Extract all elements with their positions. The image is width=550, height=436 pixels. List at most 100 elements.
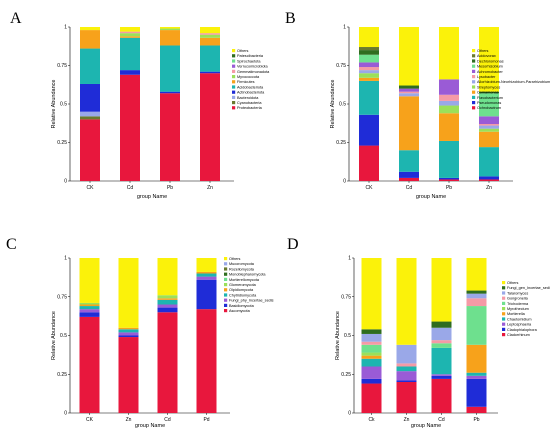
bar-segment bbox=[439, 179, 459, 181]
legend-swatch bbox=[502, 301, 506, 305]
legend-entry: Myrothecium bbox=[507, 307, 529, 311]
legend-swatch bbox=[502, 307, 506, 311]
x-axis-label: group Name bbox=[135, 423, 165, 429]
legend-swatch bbox=[232, 59, 236, 63]
bar-segment bbox=[361, 258, 382, 330]
bar-segment bbox=[120, 27, 140, 32]
panel-letter-d: D bbox=[287, 236, 299, 253]
bar-segment bbox=[196, 276, 217, 280]
bar-segment bbox=[200, 27, 220, 34]
bar-segment bbox=[466, 306, 487, 345]
legend-entry: Others bbox=[507, 281, 518, 285]
x-tick-label: Cd bbox=[164, 417, 171, 423]
legend-swatch bbox=[472, 75, 476, 79]
legend-swatch bbox=[232, 75, 236, 79]
bar-segment bbox=[200, 45, 220, 72]
legend-entry: Ochrobactrum bbox=[477, 106, 501, 110]
x-tick-label: Ck bbox=[368, 417, 375, 423]
panel-letter-a: A bbox=[10, 10, 22, 27]
y-tick-label: 0.75 bbox=[341, 294, 351, 300]
bar-segment bbox=[361, 358, 382, 367]
legend-swatch bbox=[232, 85, 236, 89]
bar-segment bbox=[359, 47, 379, 51]
bar-segment bbox=[396, 366, 417, 372]
y-tick-label: 0.25 bbox=[57, 140, 67, 146]
chart-panel-a: 0 0.25 0.5 0.75 1 Relative Abundance CK Cd Pb Zn g… bbox=[51, 25, 270, 200]
legend-entry: Ascomycota bbox=[229, 309, 251, 313]
bar-segment bbox=[359, 114, 379, 146]
bar-segment bbox=[120, 70, 140, 75]
bar-segment bbox=[118, 335, 139, 338]
bar-segment bbox=[80, 48, 100, 84]
legend-entry: Others bbox=[477, 49, 488, 53]
bar-segment bbox=[431, 347, 452, 375]
y-axis-label: Relative Abundance bbox=[330, 80, 336, 129]
bar-segment bbox=[359, 77, 379, 81]
bar-segment bbox=[479, 176, 499, 180]
bar-segment bbox=[200, 34, 220, 38]
bar-segment bbox=[157, 258, 178, 296]
bar-segment bbox=[160, 45, 180, 92]
legend-swatch bbox=[232, 95, 236, 99]
y-axis-label: Relative Abundance bbox=[51, 311, 57, 360]
legend-entry: Firmicutes bbox=[237, 80, 255, 84]
bar-segment bbox=[359, 54, 379, 63]
bar-segment bbox=[361, 329, 382, 334]
legend-swatch bbox=[232, 49, 236, 53]
bar-segment bbox=[361, 341, 382, 345]
bar-segment bbox=[200, 33, 220, 35]
bar-segment bbox=[399, 171, 419, 178]
legend-entry: Achromobacter bbox=[477, 70, 503, 74]
legend-swatch bbox=[224, 262, 228, 266]
bar-segment bbox=[157, 304, 178, 308]
y-tick-label: 0.5 bbox=[60, 333, 67, 339]
bar-segment bbox=[466, 406, 487, 413]
bar-segment bbox=[157, 299, 178, 305]
bar-segment bbox=[118, 332, 139, 336]
bar-segment bbox=[361, 355, 382, 359]
legend-entry: Cyanobacteria bbox=[237, 101, 262, 105]
legend-entry: Streptomyces bbox=[477, 85, 500, 89]
legend-swatch bbox=[224, 309, 228, 313]
bar-segment bbox=[359, 62, 379, 68]
legend-swatch bbox=[502, 317, 506, 321]
legend-entry: Talaromyces bbox=[507, 291, 528, 295]
bar-segment bbox=[359, 73, 379, 78]
legend-swatch bbox=[472, 49, 476, 53]
bar-segment bbox=[200, 37, 220, 46]
legend-entry: Acidobacteriota bbox=[237, 85, 264, 89]
x-tick-label: CK bbox=[366, 185, 374, 191]
bar-segment bbox=[359, 27, 379, 48]
bar-segment bbox=[80, 27, 100, 31]
bar-segment bbox=[396, 258, 417, 345]
legend-entry: Basidiomycota bbox=[229, 304, 255, 308]
bar-segment bbox=[361, 344, 382, 353]
bar-segment bbox=[120, 33, 140, 37]
bar-segment bbox=[196, 273, 217, 277]
legend-swatch bbox=[502, 312, 506, 316]
y-axis-label: Relative Abundance bbox=[51, 80, 57, 129]
bar-segment bbox=[200, 71, 220, 74]
legend-swatch bbox=[472, 59, 476, 63]
bar-segment bbox=[466, 290, 487, 294]
bar-segment bbox=[79, 304, 100, 307]
legend-swatch bbox=[502, 291, 506, 295]
legend-swatch bbox=[224, 267, 228, 271]
bar-segment bbox=[80, 83, 100, 112]
bar-segment bbox=[399, 91, 419, 94]
legend-entry: Fungi_gen_Incertae_sedis bbox=[507, 286, 550, 290]
legend-entry: Glomeromycota bbox=[229, 283, 257, 287]
bar-segment bbox=[79, 302, 100, 305]
bar-segment bbox=[118, 337, 139, 413]
bar-segment bbox=[479, 125, 499, 129]
legend-swatch bbox=[502, 286, 506, 290]
bar-segment bbox=[439, 113, 459, 141]
y-tick-label: 0 bbox=[64, 179, 67, 185]
bar-segment bbox=[439, 100, 459, 106]
legend-swatch bbox=[472, 69, 476, 73]
legend-entry: Chaetomidium bbox=[507, 317, 531, 321]
legend-entry: Monoblepharomycota bbox=[229, 273, 266, 277]
chart-panel-b: 0 0.25 0.5 0.75 1 Relative Abundance CK Cd Pb Zn g… bbox=[330, 25, 550, 200]
bar-segment bbox=[396, 371, 417, 381]
legend-entry: Patescibacteria bbox=[237, 54, 264, 58]
